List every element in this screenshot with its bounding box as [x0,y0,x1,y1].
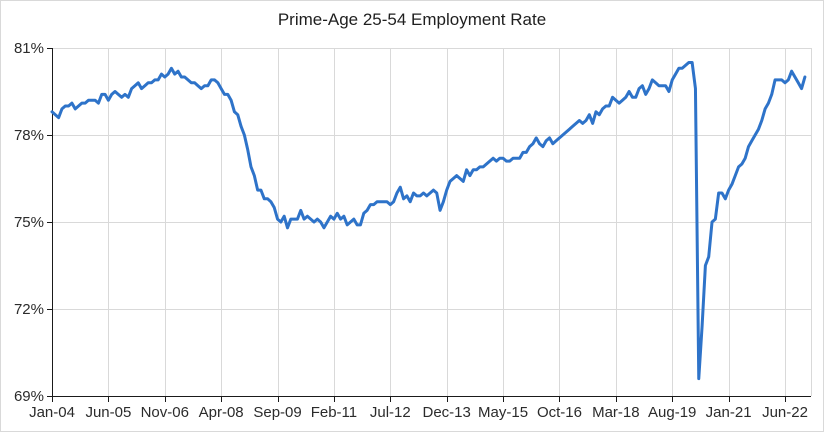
x-tick-label: Jun-22 [762,404,808,421]
x-tick-label: Dec-13 [423,404,471,421]
employment-rate-line [50,61,807,381]
x-tick-label: Nov-06 [141,404,189,421]
employment-rate-series-path [50,61,807,381]
x-tick-label: Jan-04 [29,404,75,421]
x-tick-label: Mar-18 [592,404,640,421]
x-tick-label: Jan-21 [706,404,752,421]
x-tick-label: Apr-08 [199,404,244,421]
x-tick-label: Aug-19 [648,404,696,421]
y-tick-label: 81% [14,40,44,57]
x-tick-label: Sep-09 [253,404,301,421]
x-tick-label: Feb-11 [311,404,357,421]
x-tick-label: May-15 [478,404,528,421]
x-tick-label: Jun-05 [85,404,131,421]
x-tick-label: Oct-16 [537,404,582,421]
axes [47,48,811,402]
chart-title: Prime-Age 25-54 Employment Rate [278,10,546,29]
y-tick-label: 75% [14,214,44,231]
gridlines [52,48,812,396]
axis-labels: 81% 78% 75% 72% 69%Jan-04 Jun-05 Nov-06 Apr-08 S… [14,40,808,421]
x-tick-label: Jul-12 [370,404,411,421]
y-tick-label: 78% [14,127,44,144]
y-tick-label: 69% [14,388,44,405]
y-tick-label: 72% [14,301,44,318]
